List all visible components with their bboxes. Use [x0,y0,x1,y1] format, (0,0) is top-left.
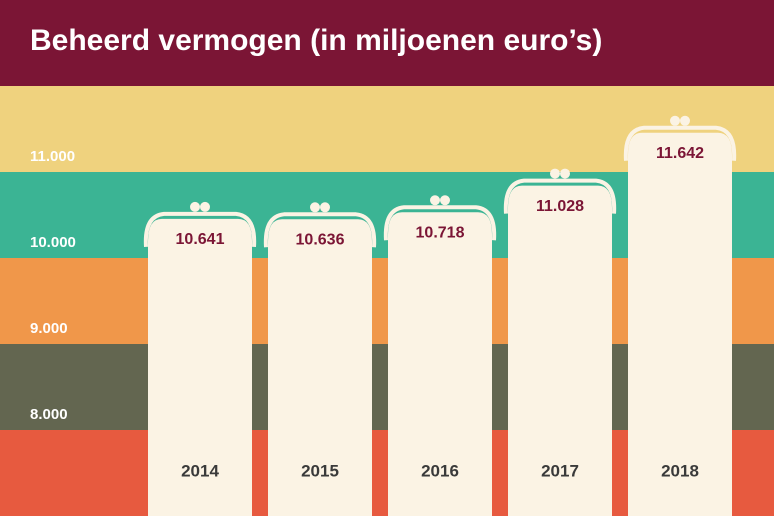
value-label: 11.028 [536,198,584,215]
y-tick-label: 9.000 [30,320,68,337]
value-label: 10.718 [416,224,465,241]
x-tick-label: 2015 [301,461,339,480]
clasp [310,202,320,213]
value-label: 10.636 [296,232,345,249]
clasp [320,202,330,213]
x-tick-label: 2018 [661,461,699,480]
clasp [190,201,200,212]
bar [388,212,492,516]
value-label: 10.641 [176,231,225,248]
purse-frame [623,125,737,161]
y-tick-label: 10.000 [30,234,76,251]
clasp [440,195,450,206]
purse-frame [503,178,617,214]
clasp [200,201,210,212]
x-tick-label: 2014 [181,461,219,480]
clasp [560,168,570,179]
y-tick-label: 8.000 [30,406,68,423]
clasp [680,115,690,126]
title-band [0,0,774,86]
clasp [430,195,440,206]
bar [268,219,372,516]
bar [628,132,732,516]
y-tick-label: 11.000 [30,148,75,165]
bar [148,218,252,516]
x-tick-label: 2017 [541,461,579,480]
x-tick-label: 2016 [421,461,459,480]
chart-title: Beheerd vermogen (in miljoenen euro’s) [30,24,602,57]
purse-frame [263,212,377,248]
value-label: 11.642 [656,145,704,162]
bar [508,185,612,516]
purse-frame [383,205,497,241]
purse-frame [143,211,257,248]
clasp [670,115,680,126]
clasp [550,168,560,179]
